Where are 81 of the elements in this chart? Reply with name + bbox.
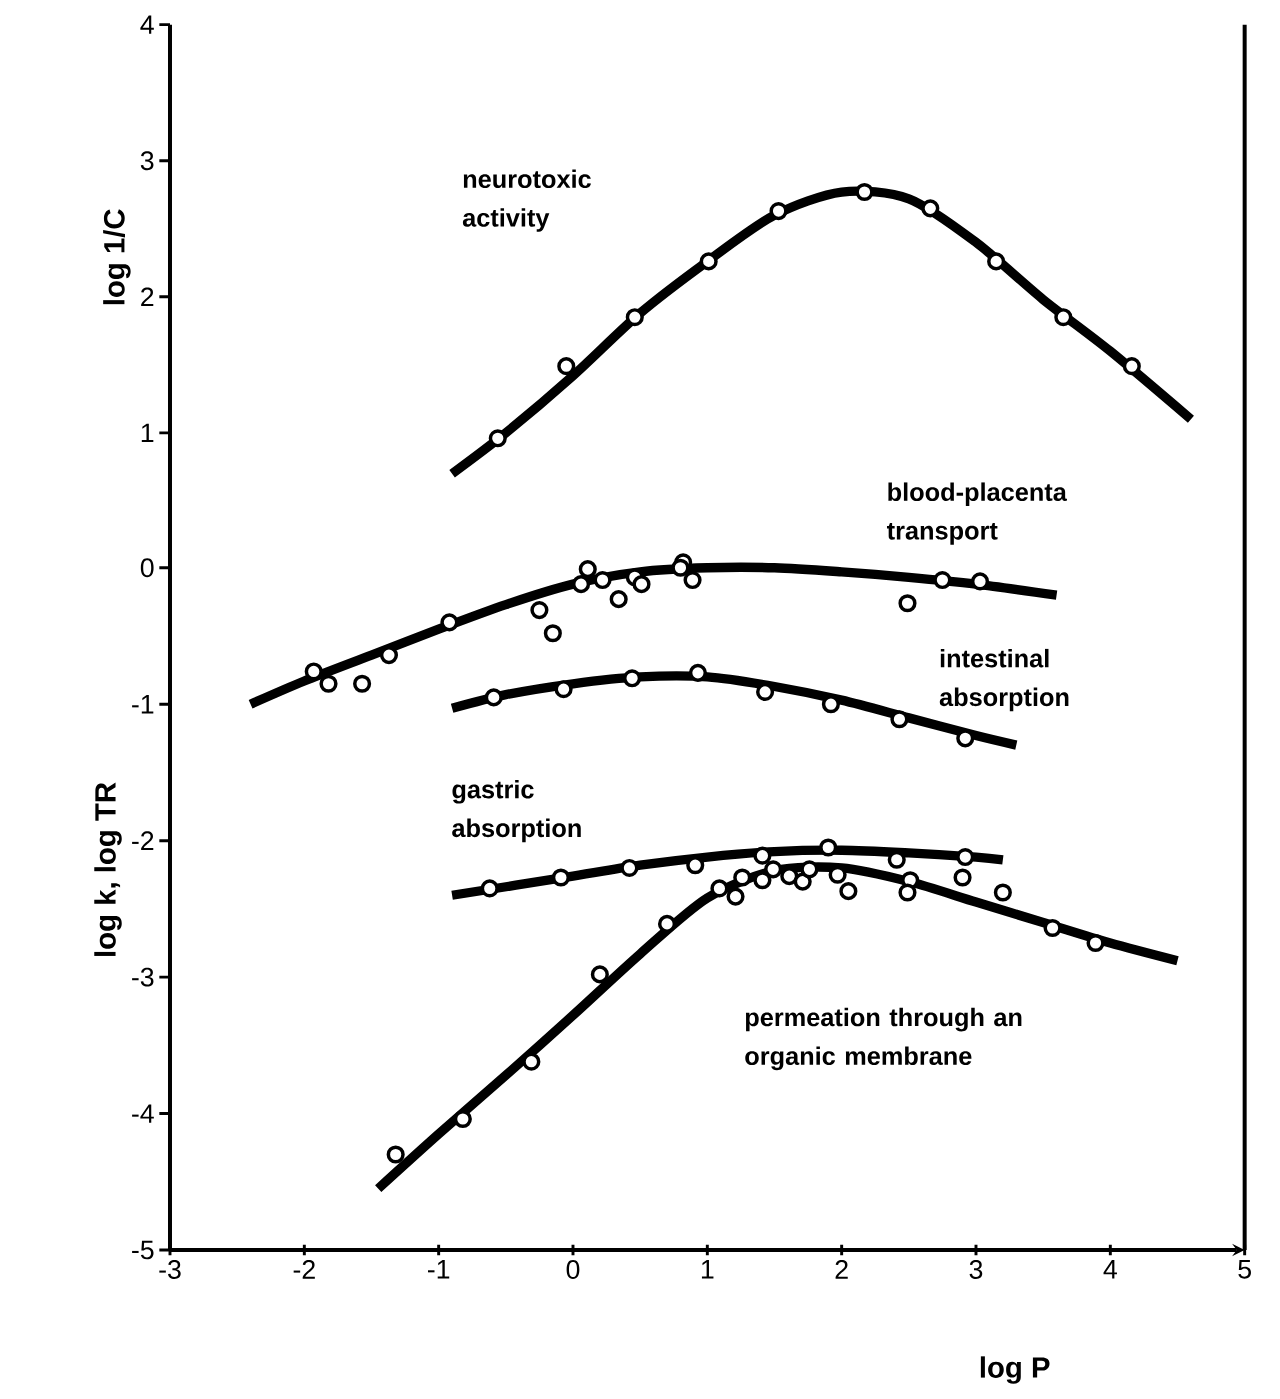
x-tick-label: -3: [159, 1260, 181, 1279]
point: [1086, 933, 1105, 953]
point: [970, 572, 990, 591]
point: [353, 674, 372, 693]
point: [753, 846, 772, 865]
y-tick-label: -1: [132, 695, 154, 714]
point: [769, 201, 788, 221]
point: [839, 882, 858, 901]
y-tick-label: 4: [140, 15, 154, 34]
point: [733, 868, 752, 887]
point: [657, 914, 677, 933]
y-tick-label: 3: [140, 151, 154, 171]
y-tick-label: -2: [132, 831, 154, 850]
annotation: gastric absorption: [452, 779, 581, 843]
point: [379, 646, 399, 665]
x-tick-label: 0: [566, 1260, 580, 1279]
x-axis-title: log P: [980, 1356, 1050, 1384]
point: [987, 252, 1006, 271]
point: [609, 590, 628, 609]
x-tick-label: 2: [835, 1260, 848, 1279]
x-tick-label: -2: [293, 1260, 315, 1279]
x-tick-label: 4: [1103, 1260, 1117, 1279]
y-tick-label: -5: [132, 1240, 154, 1260]
y-axis-title: log k, log TR: [94, 782, 122, 956]
point: [484, 688, 503, 707]
point: [625, 308, 644, 327]
point: [764, 860, 783, 879]
point: [578, 560, 597, 579]
point: [1122, 357, 1141, 376]
y-tick-label: 0: [140, 558, 154, 578]
point: [386, 1145, 405, 1164]
point: [956, 847, 975, 867]
y-axis-title: log 1/C: [103, 209, 131, 305]
point: [453, 1109, 472, 1129]
point: [699, 252, 718, 271]
point: [440, 613, 459, 632]
point: [683, 570, 702, 590]
point: [590, 965, 609, 984]
point: [1054, 308, 1073, 327]
point: [543, 624, 562, 643]
y-tick-label: -4: [132, 1104, 154, 1123]
annotation: permeation through an organic membrane: [745, 1007, 1022, 1071]
point: [993, 883, 1012, 902]
point: [522, 1052, 541, 1071]
point: [571, 575, 591, 594]
point: [933, 570, 952, 590]
point: [557, 357, 576, 376]
point: [819, 838, 838, 857]
point: [632, 575, 651, 594]
x-tick-label: 3: [969, 1260, 983, 1279]
y-tick-label: 1: [141, 423, 154, 443]
point: [793, 872, 812, 891]
point: [898, 883, 917, 902]
point: [921, 199, 940, 218]
x-tick-label: -1: [428, 1260, 450, 1279]
x-tick-label: 1: [701, 1260, 714, 1279]
point: [710, 879, 729, 898]
annotation: intestinal absorption: [939, 648, 1069, 712]
point: [953, 868, 972, 887]
point: [855, 182, 874, 202]
point: [623, 669, 642, 688]
point: [554, 680, 573, 699]
point: [688, 663, 707, 682]
point: [890, 710, 909, 729]
point: [488, 429, 507, 448]
point: [800, 860, 819, 879]
point: [898, 594, 917, 613]
point: [551, 868, 570, 887]
point: [671, 558, 690, 577]
point: [480, 879, 499, 898]
y-tick-label: 2: [141, 287, 154, 307]
point: [530, 601, 549, 620]
annotation: blood-placenta transport: [886, 482, 1067, 545]
annotation: neurotoxic activity: [462, 169, 591, 232]
point: [726, 887, 745, 906]
point: [620, 858, 639, 878]
point: [1043, 918, 1062, 938]
point: [593, 570, 612, 590]
point: [319, 674, 338, 693]
y-tick-label: -3: [132, 967, 154, 987]
x-tick-label: 5: [1238, 1260, 1251, 1279]
